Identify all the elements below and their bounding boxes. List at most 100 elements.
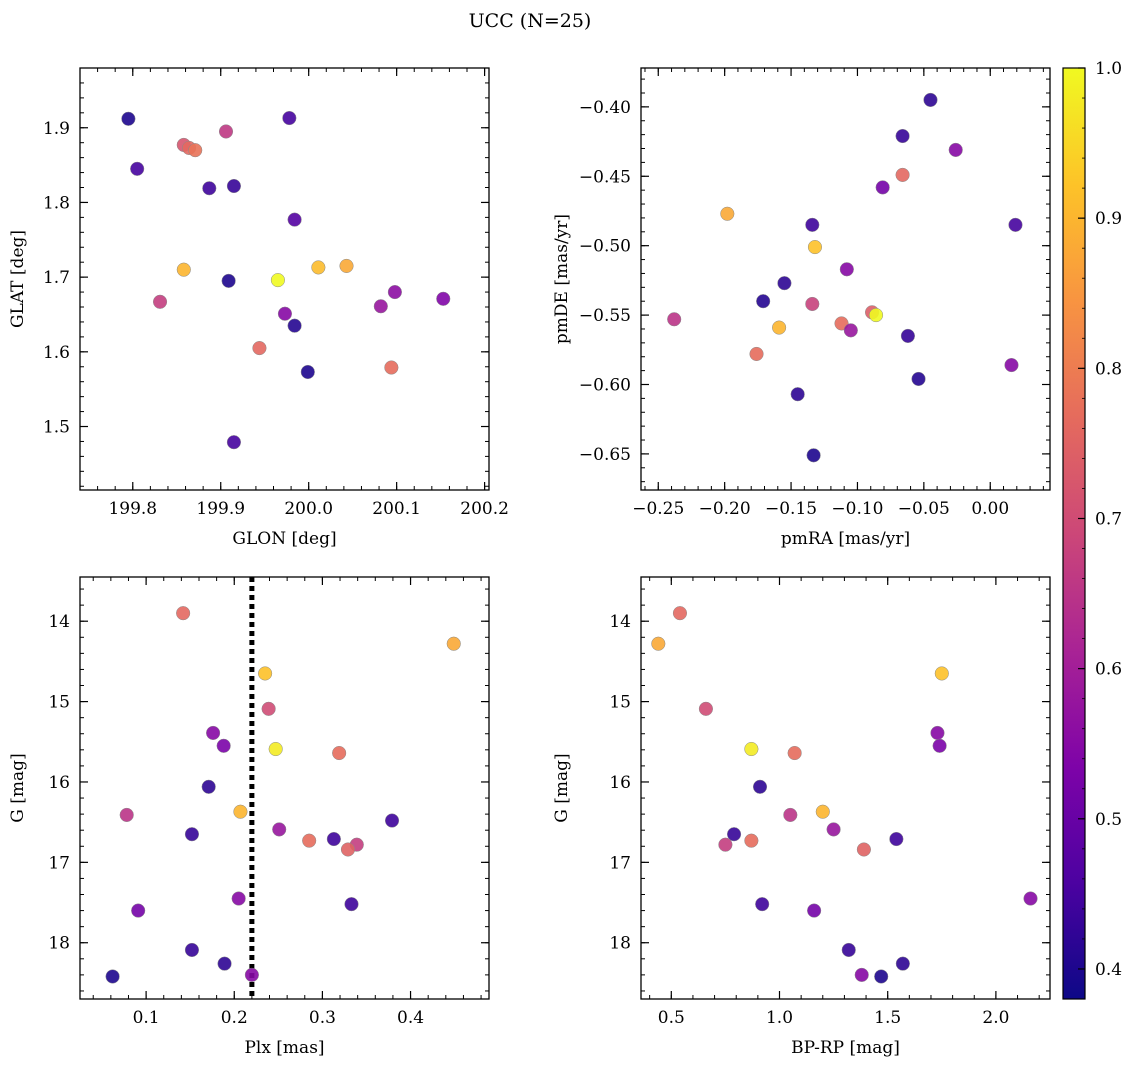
data-point — [252, 341, 267, 356]
data-point — [720, 206, 735, 221]
data-point — [287, 318, 302, 333]
data-point — [206, 725, 221, 740]
data-point — [218, 124, 234, 139]
y-axis-label: pmDE [mas/yr] — [552, 214, 572, 344]
y-tick-label: 17 — [609, 853, 631, 873]
data-point — [387, 285, 402, 300]
y-tick-label: −0.50 — [579, 237, 631, 257]
data-point — [718, 837, 733, 852]
data-point — [201, 779, 216, 794]
x-tick-label: −0.05 — [898, 499, 950, 519]
data-point — [226, 435, 241, 450]
y-tick-label: 17 — [48, 853, 70, 873]
data-point — [119, 807, 134, 822]
data-point — [384, 360, 399, 375]
data-point — [217, 956, 232, 971]
y-tick-label: 14 — [48, 612, 70, 632]
data-point — [895, 128, 910, 144]
y-tick-label: −0.60 — [579, 376, 631, 396]
data-point — [895, 956, 910, 971]
data-point — [787, 745, 802, 761]
data-point — [807, 903, 822, 918]
colorbar-tick-label: 0.8 — [1095, 359, 1122, 379]
data-point — [889, 831, 904, 847]
data-point — [1008, 217, 1023, 232]
data-point — [727, 827, 742, 842]
x-tick-label: 0.2 — [221, 1008, 248, 1028]
colorbar-tick-label: 0.6 — [1095, 660, 1122, 680]
data-point — [932, 738, 947, 753]
y-tick-label: 14 — [609, 612, 631, 632]
y-tick-label: 16 — [609, 773, 631, 793]
y-tick-label: 1.6 — [43, 343, 70, 363]
x-tick-label: 2.0 — [982, 1008, 1009, 1028]
y-tick-label: 15 — [48, 693, 70, 713]
data-point — [934, 666, 949, 681]
data-point — [755, 897, 770, 912]
data-point — [300, 364, 315, 380]
x-tick-label: −0.10 — [831, 499, 883, 519]
data-point — [1004, 358, 1019, 373]
data-point — [226, 178, 241, 194]
data-point — [911, 371, 926, 386]
data-point — [667, 312, 682, 327]
data-point — [875, 180, 890, 195]
data-point — [268, 741, 283, 757]
data-point — [121, 111, 136, 126]
data-point — [244, 967, 259, 982]
data-point — [340, 842, 356, 857]
y-tick-label: 18 — [609, 934, 631, 954]
x-tick-label: −0.15 — [765, 499, 817, 519]
y-tick-label: −0.65 — [579, 445, 631, 465]
x-tick-label: 0.1 — [133, 1008, 160, 1028]
colorbar-gradient — [1062, 67, 1086, 1000]
data-point — [176, 262, 191, 277]
figure-title: UCC (N=25) — [469, 10, 592, 32]
data-point — [326, 831, 341, 847]
data-point — [841, 942, 856, 958]
data-point — [698, 701, 713, 716]
x-tick-label: 1.0 — [766, 1008, 793, 1028]
data-point — [188, 143, 203, 158]
data-point — [839, 262, 854, 277]
data-point — [874, 969, 889, 984]
data-point — [948, 142, 963, 157]
y-tick-label: −0.40 — [579, 98, 631, 118]
data-point — [672, 606, 688, 621]
data-point — [282, 110, 297, 126]
x-axis-label: BP-RP [mag] — [791, 1038, 900, 1058]
data-point — [332, 745, 347, 761]
axes-frame — [79, 67, 490, 491]
data-point — [744, 741, 759, 757]
x-tick-label: 0.3 — [309, 1008, 336, 1028]
x-tick-label: 199.8 — [108, 499, 157, 519]
data-point — [261, 701, 276, 716]
data-point — [270, 273, 285, 288]
panel-1: 199.8 199.9 200.0 200.1 200.2 1.5 1.6 1.7 1.8 1.9… — [8, 67, 509, 549]
axes-frame — [640, 67, 1051, 491]
colorbar-tick-label: 0.7 — [1095, 509, 1122, 529]
data-point — [651, 636, 666, 651]
data-point — [373, 299, 388, 314]
data-point — [895, 167, 910, 182]
y-tick-label: 18 — [48, 934, 70, 954]
y-axis-label: G [mag] — [8, 753, 28, 822]
data-point — [923, 92, 938, 107]
data-point — [344, 897, 359, 912]
data-point — [277, 306, 292, 321]
data-point — [805, 296, 820, 312]
data-point — [806, 448, 821, 463]
data-point — [783, 807, 798, 822]
x-tick-label: 200.0 — [284, 499, 333, 519]
data-point — [184, 827, 199, 842]
axes-frame — [640, 576, 1051, 1000]
data-point — [790, 387, 805, 402]
colorbar: 0.4 0.5 0.6 0.7 0.8 0.9 1.0 — [1062, 59, 1122, 1000]
x-tick-label: −0.25 — [632, 499, 684, 519]
data-point — [272, 822, 287, 837]
data-point — [311, 260, 326, 275]
data-point — [216, 738, 231, 753]
y-tick-label: 16 — [48, 773, 70, 793]
data-point — [105, 969, 120, 984]
